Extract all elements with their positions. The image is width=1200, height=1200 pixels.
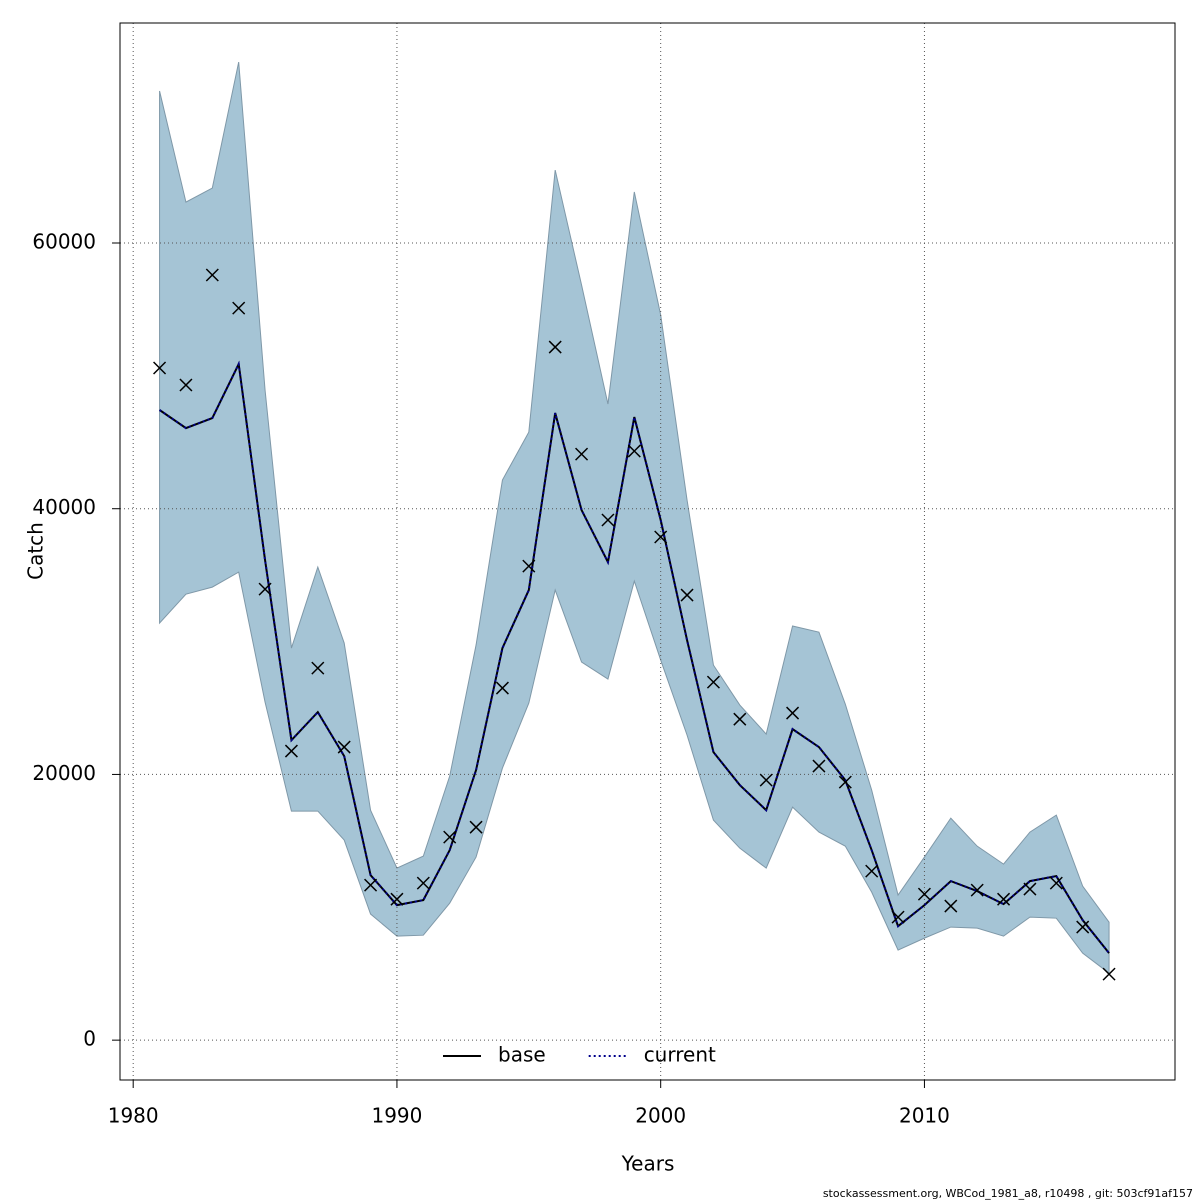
observed-point [1102, 967, 1116, 981]
x-tick-label: 1980 [108, 1104, 159, 1128]
x-axis-label: Years [621, 1152, 675, 1176]
observed-point [944, 899, 958, 913]
observed-point [311, 661, 325, 675]
y-tick-label: 0 [83, 1027, 96, 1051]
observed-point [205, 268, 219, 282]
plot-area [120, 23, 1175, 1080]
observed-point [364, 878, 378, 892]
observed-point [891, 910, 905, 924]
observed-point [627, 444, 641, 458]
observed-point [680, 588, 694, 602]
observed-point [1076, 920, 1090, 934]
observed-point [495, 681, 509, 695]
y-tick-label: 20000 [32, 761, 96, 785]
observed-point [443, 830, 457, 844]
observed-point [733, 712, 747, 726]
observed-point [865, 864, 879, 878]
observed-point [601, 513, 615, 527]
observed-point [522, 559, 536, 573]
observed-point [786, 706, 800, 720]
y-axis-label: Catch [24, 522, 48, 580]
legend-label: current [644, 1043, 716, 1067]
observed-point [469, 820, 483, 834]
observed-point [179, 378, 193, 392]
observed-point [416, 876, 430, 890]
observed-point [759, 773, 773, 787]
confidence-band [159, 61, 1110, 975]
observed-point [390, 892, 404, 906]
observed-point [1023, 882, 1037, 896]
plot-frame [119, 22, 1176, 1081]
observed-point [258, 582, 272, 596]
observed-point [812, 759, 826, 773]
footer: stockassessment.org, WBCod_1981_a8, r104… [823, 1187, 1193, 1200]
observed-point [337, 740, 351, 754]
observed-point [838, 775, 852, 789]
observed-point [1049, 876, 1063, 890]
observed-point [548, 340, 562, 354]
observed-point [706, 675, 720, 689]
observed-point [970, 883, 984, 897]
x-tick-label: 1990 [371, 1104, 422, 1128]
y-tick-label: 40000 [32, 495, 96, 519]
y-tick-label: 60000 [32, 230, 96, 254]
x-tick-label: 2010 [899, 1104, 950, 1128]
observed-point [284, 744, 298, 758]
observed-point [153, 361, 167, 375]
observed-point [917, 887, 931, 901]
series-line [158, 360, 1110, 954]
observed-point [575, 447, 589, 461]
legend-label: base [498, 1043, 546, 1067]
observed-point [232, 301, 246, 315]
observed-point [997, 892, 1011, 906]
x-tick-label: 2000 [635, 1104, 686, 1128]
observed-point [654, 530, 668, 544]
